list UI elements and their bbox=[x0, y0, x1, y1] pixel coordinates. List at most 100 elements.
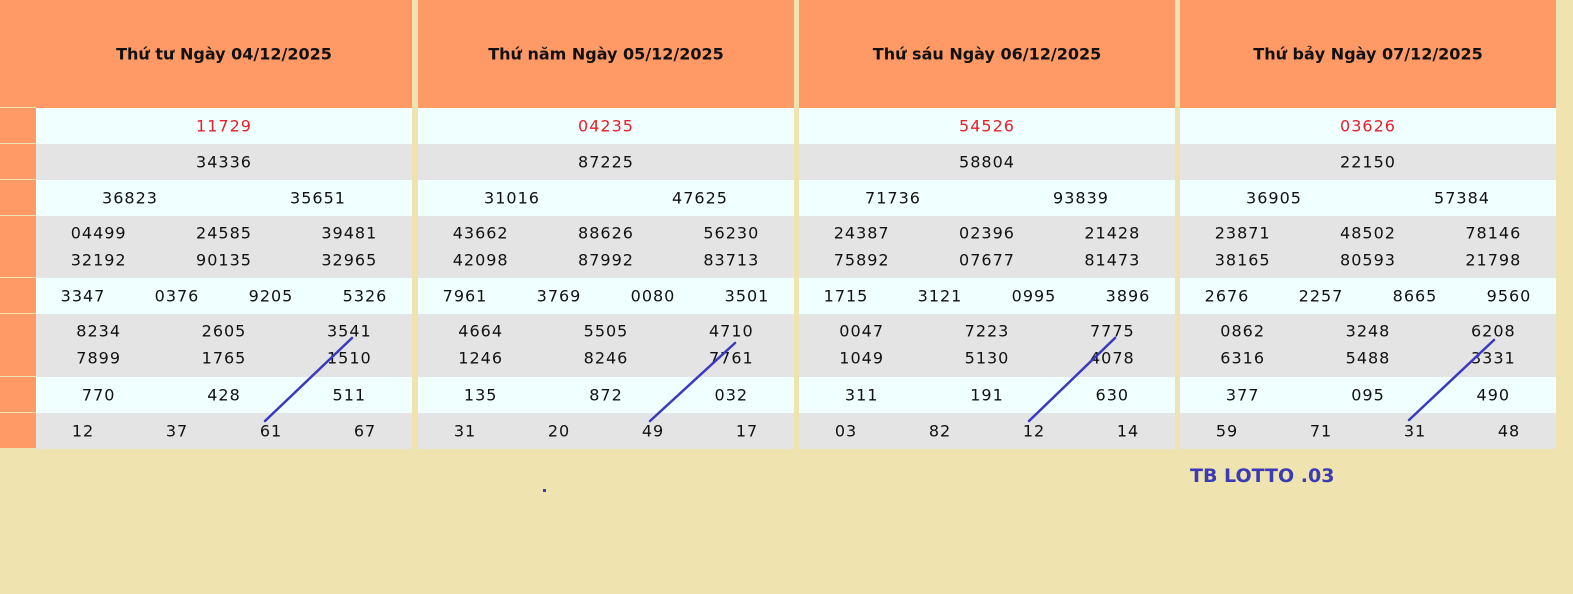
result-row bbox=[799, 278, 1175, 314]
result-number: 6208 bbox=[1470, 321, 1516, 341]
result-number: 5130 bbox=[964, 348, 1010, 368]
result-number: 32192 bbox=[70, 250, 127, 270]
result-number: 3248 bbox=[1345, 321, 1391, 341]
result-number: 24585 bbox=[196, 223, 252, 243]
row-marker bbox=[0, 377, 36, 412]
result-number: 2676 bbox=[1204, 286, 1250, 306]
result-number: 311 bbox=[844, 385, 879, 405]
result-number: 04499 bbox=[70, 223, 127, 243]
result-number: 59 bbox=[1215, 421, 1239, 441]
result-number: 6316 bbox=[1220, 348, 1266, 368]
result-number: 17 bbox=[735, 421, 759, 441]
result-number: 81473 bbox=[1084, 250, 1141, 270]
result-number: 87992 bbox=[578, 250, 634, 270]
result-number: 0376 bbox=[154, 286, 200, 306]
result-number: 2257 bbox=[1298, 286, 1344, 306]
result-number: 511 bbox=[332, 385, 367, 405]
result-number: 93839 bbox=[1053, 188, 1109, 208]
result-number: 4664 bbox=[458, 321, 504, 341]
result-number: 58804 bbox=[959, 152, 1015, 172]
result-number: 38165 bbox=[1214, 250, 1271, 270]
result-number: 12 bbox=[1022, 421, 1046, 441]
result-number: 42098 bbox=[452, 250, 509, 270]
result-row bbox=[799, 216, 1175, 278]
result-row bbox=[36, 180, 412, 216]
row-marker bbox=[0, 216, 36, 277]
result-number: 0047 bbox=[839, 321, 885, 341]
result-number: 03626 bbox=[1340, 116, 1396, 136]
result-number: 02396 bbox=[959, 223, 1015, 243]
result-number: 8665 bbox=[1392, 286, 1438, 306]
result-number: 770 bbox=[81, 385, 116, 405]
result-number: 9560 bbox=[1486, 286, 1532, 306]
result-number: 0995 bbox=[1011, 286, 1057, 306]
day-header bbox=[36, 0, 412, 108]
result-number: 43662 bbox=[452, 223, 509, 243]
result-row bbox=[36, 108, 412, 144]
row-marker bbox=[0, 180, 36, 215]
result-number: 1510 bbox=[326, 348, 372, 368]
row-marker bbox=[0, 314, 36, 376]
result-number: 7961 bbox=[442, 286, 488, 306]
result-number: 48502 bbox=[1340, 223, 1396, 243]
result-row bbox=[36, 144, 412, 180]
day-title: Thứ năm Ngày 05/12/2025 bbox=[488, 44, 724, 64]
result-number: 90135 bbox=[196, 250, 252, 270]
result-number: 04235 bbox=[578, 116, 634, 136]
result-number: 3541 bbox=[326, 321, 372, 341]
result-number: 3331 bbox=[1470, 348, 1516, 368]
result-number: 872 bbox=[589, 385, 623, 405]
result-number: 095 bbox=[1351, 385, 1385, 405]
result-number: 37 bbox=[165, 421, 189, 441]
result-number: 61 bbox=[259, 421, 283, 441]
result-number: 0862 bbox=[1220, 321, 1266, 341]
result-number: 80593 bbox=[1340, 250, 1396, 270]
result-number: 31 bbox=[453, 421, 477, 441]
result-number: 5505 bbox=[583, 321, 629, 341]
result-row bbox=[36, 278, 412, 314]
result-row bbox=[1180, 108, 1556, 144]
result-row bbox=[1180, 144, 1556, 180]
result-number: 8234 bbox=[76, 321, 122, 341]
result-number: 12 bbox=[71, 421, 95, 441]
dot bbox=[543, 489, 546, 492]
result-number: 24387 bbox=[833, 223, 890, 243]
result-number: 34336 bbox=[196, 152, 252, 172]
result-number: 36905 bbox=[1246, 188, 1302, 208]
result-number: 2605 bbox=[201, 321, 247, 341]
result-number: 3769 bbox=[536, 286, 582, 306]
day-header bbox=[799, 0, 1175, 108]
result-number: 21798 bbox=[1465, 250, 1522, 270]
result-number: 71 bbox=[1309, 421, 1333, 441]
result-number: 87225 bbox=[578, 152, 634, 172]
result-row bbox=[418, 278, 794, 314]
result-number: 428 bbox=[207, 385, 241, 405]
result-number: 35651 bbox=[290, 188, 346, 208]
result-number: 032 bbox=[714, 385, 749, 405]
result-number: 490 bbox=[1476, 385, 1511, 405]
result-number: 1715 bbox=[823, 286, 869, 306]
result-number: 14 bbox=[1116, 421, 1140, 441]
result-number: 82 bbox=[928, 421, 952, 441]
result-number: 88626 bbox=[578, 223, 634, 243]
result-row bbox=[1180, 180, 1556, 216]
result-number: 31 bbox=[1403, 421, 1427, 441]
result-row bbox=[36, 216, 412, 278]
result-row bbox=[799, 108, 1175, 144]
result-row bbox=[1180, 216, 1556, 278]
result-number: 7899 bbox=[76, 348, 122, 368]
result-number: 49 bbox=[641, 421, 665, 441]
result-number: 9205 bbox=[248, 286, 294, 306]
result-number: 56230 bbox=[703, 223, 760, 243]
result-number: 75892 bbox=[833, 250, 890, 270]
result-number: 07677 bbox=[959, 250, 1015, 270]
row-marker bbox=[0, 108, 36, 143]
result-number: 3121 bbox=[917, 286, 963, 306]
row-marker bbox=[0, 278, 36, 313]
result-number: 7775 bbox=[1089, 321, 1135, 341]
result-number: 8246 bbox=[583, 348, 629, 368]
result-number: 3347 bbox=[60, 286, 106, 306]
result-number: 67 bbox=[353, 421, 377, 441]
result-row bbox=[418, 180, 794, 216]
